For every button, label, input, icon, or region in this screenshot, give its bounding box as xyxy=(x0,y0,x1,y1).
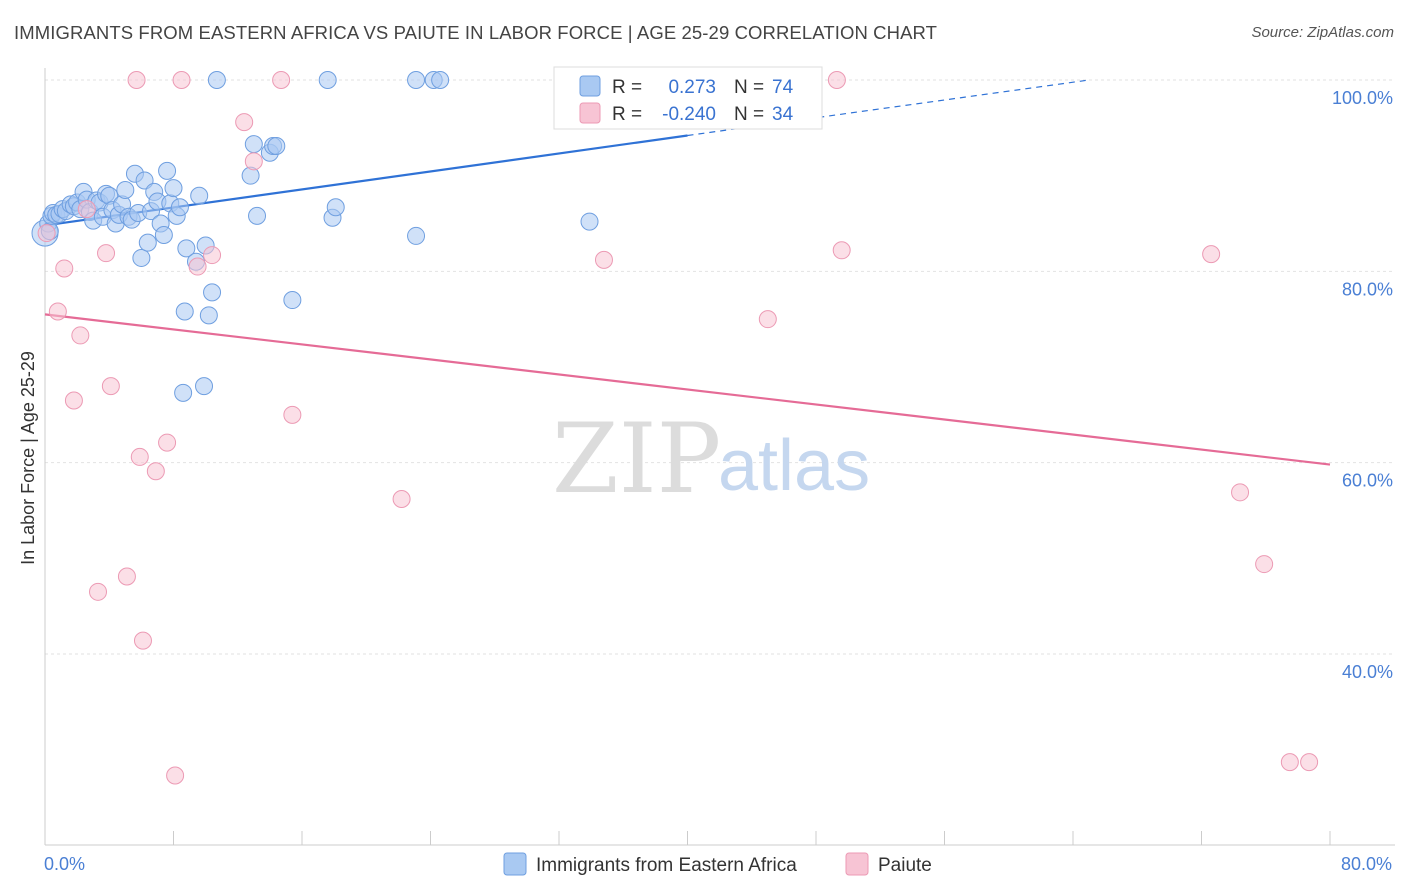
y-axis-label: In Labor Force | Age 25-29 xyxy=(18,351,38,565)
point-paiute xyxy=(758,310,777,329)
legend-r-label-1: R = xyxy=(612,77,642,98)
y-tick-labels: 40.0% 60.0% 80.0% 100.0% xyxy=(1332,88,1393,682)
point-eastern-africa xyxy=(326,198,345,217)
y-tick-label: 40.0% xyxy=(1342,662,1393,682)
series-legend-label-pink: Paiute xyxy=(878,855,932,876)
point-eastern-africa xyxy=(248,206,267,225)
point-paiute xyxy=(117,567,136,586)
series-legend-label-blue: Immigrants from Eastern Africa xyxy=(536,855,797,876)
point-paiute xyxy=(827,71,846,89)
point-paiute xyxy=(272,71,291,89)
point-eastern-africa xyxy=(244,135,263,154)
point-paiute xyxy=(172,71,191,89)
x-tick-label-min: 0.0% xyxy=(44,854,85,874)
point-paiute xyxy=(64,391,83,410)
point-eastern-africa xyxy=(177,239,196,258)
point-eastern-africa xyxy=(267,137,286,156)
point-paiute xyxy=(188,257,207,276)
point-paiute xyxy=(1280,753,1299,772)
point-eastern-africa xyxy=(199,306,218,325)
point-paiute xyxy=(594,250,613,269)
point-paiute xyxy=(77,200,96,219)
point-paiute xyxy=(235,113,254,132)
data-points xyxy=(31,71,1319,785)
point-eastern-africa xyxy=(175,302,194,321)
legend-n-value-2: 34 xyxy=(772,104,794,125)
point-eastern-africa xyxy=(170,198,189,217)
point-eastern-africa xyxy=(135,171,154,190)
series-legend-swatch-blue xyxy=(503,852,527,876)
axes xyxy=(44,68,1395,846)
point-paiute xyxy=(1231,483,1250,502)
watermark: ZIP atlas xyxy=(552,403,870,515)
legend-swatch-pink xyxy=(579,102,601,124)
series-legend-swatch-pink xyxy=(845,852,869,876)
point-eastern-africa xyxy=(407,71,426,89)
correlation-legend: R = 0.273 N = 74 R = -0.240 N = 34 xyxy=(553,66,823,130)
source-label: Source: ZipAtlas.com xyxy=(1251,24,1394,41)
point-eastern-africa xyxy=(195,377,214,396)
point-eastern-africa xyxy=(116,181,135,200)
point-eastern-africa xyxy=(138,233,157,252)
point-eastern-africa xyxy=(407,226,426,245)
point-eastern-africa xyxy=(318,71,337,89)
point-paiute xyxy=(146,462,165,481)
point-paiute xyxy=(203,246,222,265)
point-eastern-africa xyxy=(203,283,222,302)
point-paiute xyxy=(1202,245,1221,264)
legend-n-value-1: 74 xyxy=(772,77,794,98)
point-paiute xyxy=(244,152,263,171)
point-paiute xyxy=(127,71,146,89)
point-paiute xyxy=(97,244,116,263)
point-eastern-africa xyxy=(174,383,193,402)
point-paiute xyxy=(130,447,149,466)
legend-n-label-1: N = xyxy=(734,77,764,98)
point-eastern-africa xyxy=(580,212,599,231)
point-paiute xyxy=(55,259,74,278)
point-paiute xyxy=(1300,753,1319,772)
point-eastern-africa xyxy=(154,225,173,244)
point-eastern-africa xyxy=(132,248,151,267)
point-paiute xyxy=(158,433,177,452)
point-paiute xyxy=(1255,555,1274,574)
point-paiute xyxy=(166,766,185,785)
point-eastern-africa xyxy=(431,71,450,89)
legend-r-label-2: R = xyxy=(612,104,642,125)
legend-n-label-2: N = xyxy=(734,104,764,125)
point-paiute xyxy=(71,326,90,345)
point-eastern-africa xyxy=(158,161,177,180)
point-paiute xyxy=(48,302,67,321)
point-eastern-africa xyxy=(207,71,226,89)
legend-r-value-2: -0.240 xyxy=(662,104,716,125)
legend-r-value-1: 0.273 xyxy=(668,77,716,98)
point-paiute xyxy=(37,224,56,243)
y-tick-label: 80.0% xyxy=(1342,279,1393,299)
y-tick-label: 100.0% xyxy=(1332,88,1393,108)
trend-line-paiute xyxy=(44,313,1331,466)
watermark-atlas: atlas xyxy=(718,426,870,506)
point-eastern-africa xyxy=(283,291,302,310)
point-paiute xyxy=(101,377,120,396)
point-paiute xyxy=(283,405,302,424)
series-legend: Immigrants from Eastern Africa Paiute xyxy=(503,852,932,876)
point-paiute xyxy=(832,241,851,260)
y-tick-label: 60.0% xyxy=(1342,471,1393,491)
point-paiute xyxy=(133,631,152,650)
legend-swatch-blue xyxy=(579,75,601,97)
point-eastern-africa xyxy=(190,186,209,205)
point-eastern-africa xyxy=(164,179,183,198)
x-tick-labels: 0.0% 80.0% xyxy=(44,854,1392,874)
watermark-zip: ZIP xyxy=(552,403,721,515)
point-paiute xyxy=(89,582,108,601)
point-paiute xyxy=(392,490,411,509)
chart-title: IMMIGRANTS FROM EASTERN AFRICA VS PAIUTE… xyxy=(14,22,938,43)
x-tick-label-max: 80.0% xyxy=(1341,854,1392,874)
